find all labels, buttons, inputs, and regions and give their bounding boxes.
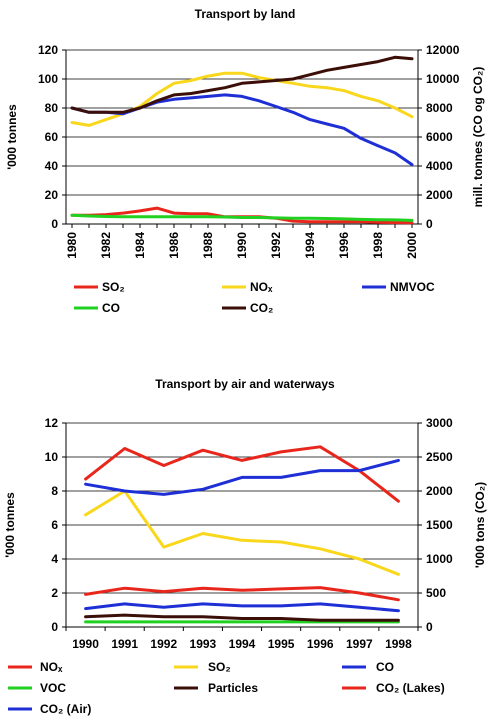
legend-label: Particles	[208, 681, 258, 695]
x-tick-label: 1986	[167, 232, 181, 259]
y-tick-label: 120	[38, 43, 58, 57]
y-right-tick-label: 500	[426, 586, 446, 600]
legend-label: NOₓ	[40, 660, 63, 674]
x-tick-label: 1993	[190, 637, 217, 651]
x-tick-label: 1992	[269, 232, 283, 259]
series-line-3	[70, 213, 414, 222]
legend-label: NMVOC	[390, 280, 435, 294]
y-tick-label: 2	[51, 586, 58, 600]
series-line-5	[84, 586, 400, 602]
y-tick-label: 60	[45, 130, 59, 144]
series-line-0	[84, 445, 400, 503]
x-tick-label: 1990	[72, 637, 99, 651]
x-tick-label: 1996	[307, 637, 334, 651]
y-tick-label: 8	[51, 484, 58, 498]
y-right-tick-label: 2000	[426, 188, 453, 202]
y-right-tick-label: 0	[426, 620, 433, 634]
y-tick-label: 0	[51, 620, 58, 634]
x-tick-label: 1980	[65, 232, 79, 259]
x-tick-label: 1994	[229, 637, 256, 651]
y-axis-label-right: '000 tons (CO₂)	[473, 482, 487, 568]
chart-title: Transport by air and waterways	[155, 377, 335, 391]
y-right-tick-label: 4000	[426, 159, 453, 173]
legend-label: NOₓ	[250, 280, 273, 294]
x-tick-label: 1998	[385, 637, 412, 651]
x-tick-label: 1995	[268, 637, 295, 651]
y-tick-label: 80	[45, 101, 59, 115]
series-line-4	[84, 613, 400, 622]
y-axis-label: '000 tonnes	[5, 104, 19, 170]
y-tick-label: 40	[45, 159, 59, 173]
series-line-4	[70, 55, 414, 114]
y-right-tick-label: 1000	[426, 552, 453, 566]
x-tick-label: 1982	[99, 232, 113, 259]
x-tick-label: 1988	[201, 232, 215, 259]
series-line-1	[84, 489, 400, 576]
x-tick-label: 1990	[235, 232, 249, 259]
legend-label: CO₂ (Air)	[40, 702, 91, 716]
y-axis-label: '000 tonnes	[3, 492, 17, 558]
chart-title: Transport by land	[195, 7, 296, 21]
chart-transport-by-land: Transport by land 0 20 40 60 80 100 120 0 2000 400…	[5, 7, 485, 315]
y-right-tick-label: 8000	[426, 101, 453, 115]
x-tick-label: 1994	[303, 232, 317, 259]
y-right-tick-label: 0	[426, 217, 433, 231]
x-tick-label: 2000	[405, 232, 419, 259]
legend-label: CO₂ (Lakes)	[376, 681, 445, 695]
y-tick-label: 10	[45, 450, 59, 464]
y-tick-label: 100	[38, 72, 58, 86]
legend: NOₓ SO₂ CO VOC Particles CO₂ (Lakes) CO₂ (Air)	[8, 660, 445, 716]
y-tick-label: 4	[51, 552, 58, 566]
legend-label: CO	[102, 301, 120, 315]
y-right-tick-label: 10000	[426, 72, 460, 86]
y-right-tick-label: 1500	[426, 518, 453, 532]
y-right-tick-label: 6000	[426, 130, 453, 144]
y-right-tick-label: 2500	[426, 450, 453, 464]
y-tick-label: 0	[51, 217, 58, 231]
y-tick-label: 20	[45, 188, 59, 202]
legend-label: CO₂	[250, 301, 273, 315]
y-tick-label: 6	[51, 518, 58, 532]
x-tick-label: 1984	[133, 232, 147, 259]
legend: SO₂ NOₓ NMVOC CO CO₂	[74, 280, 435, 315]
series-line-2	[84, 458, 400, 496]
series-line-1	[70, 71, 414, 127]
legend-label: VOC	[40, 681, 66, 695]
legend-label: CO	[376, 660, 394, 674]
x-tick-label: 1997	[346, 637, 373, 651]
x-tick-label: 1996	[337, 232, 351, 259]
x-tick-label: 1992	[150, 637, 177, 651]
series-line-6	[84, 602, 400, 613]
x-tick-label: 1991	[111, 637, 138, 651]
series-line-2	[70, 93, 414, 167]
y-right-tick-label: 12000	[426, 43, 460, 57]
y-axis-label-right: mill. tonnes (CO og CO₂)	[471, 67, 485, 208]
legend-label: SO₂	[102, 280, 125, 294]
x-tick-label: 1998	[371, 232, 385, 259]
y-right-tick-label: 3000	[426, 416, 453, 430]
legend-label: SO₂	[208, 660, 231, 674]
chart-transport-by-air-and-waterways: Transport by air and waterways 0 2 4 6 8 10 12 0…	[3, 377, 487, 716]
y-right-tick-label: 2000	[426, 484, 453, 498]
y-tick-label: 12	[45, 416, 59, 430]
